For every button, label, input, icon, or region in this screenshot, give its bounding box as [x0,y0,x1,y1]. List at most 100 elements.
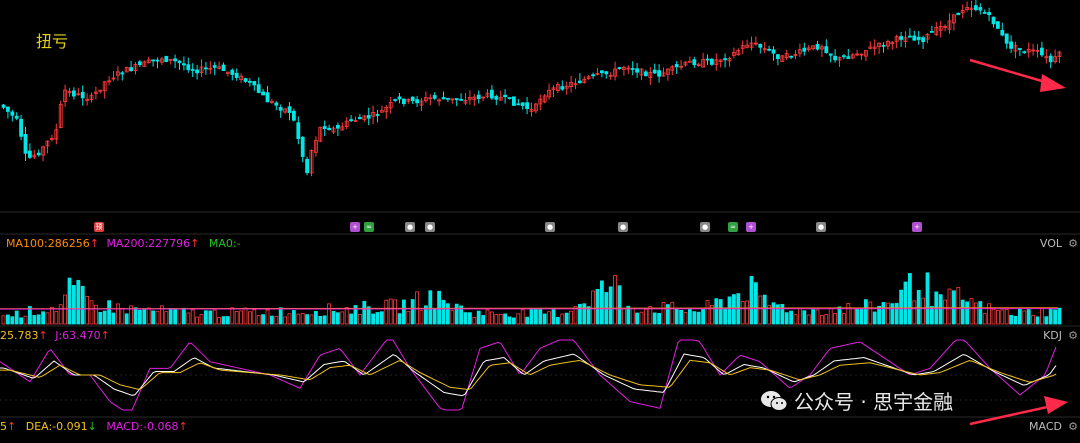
candle-body [824,46,829,54]
volume-bar [239,310,244,325]
volume-bar [982,313,987,325]
event-badge[interactable]: + [746,222,756,232]
candle-body [159,58,164,63]
event-badge[interactable]: ● [425,222,435,232]
candle-body [930,31,934,33]
kdj-gear-icon[interactable]: ⚙ [1068,329,1078,342]
event-badge[interactable]: ● [545,222,555,232]
candle-body [903,37,908,42]
candle-body [120,72,125,75]
event-badge[interactable]: ● [618,222,628,232]
volume-bars [1,272,1062,325]
candle-body [406,99,411,102]
event-badge[interactable]: + [350,222,360,232]
volume-bar [771,302,776,325]
candle-body [190,69,195,71]
volume-bar [366,306,371,325]
candle-body [27,150,32,158]
candle-body [23,134,28,154]
candle-body [626,67,631,70]
candle-body [107,80,111,83]
macd-gear-icon[interactable]: ⚙ [1068,420,1078,433]
watermark: 公众号 · 思宇金融 [760,386,953,415]
candle-body [327,127,332,131]
candle-body [846,56,851,59]
candle-body [1,104,6,108]
candle-body [305,158,310,174]
candle-body [129,67,134,72]
volume-bar [666,304,670,325]
volume-bar [674,309,679,325]
candle-body [331,127,336,133]
macd-value: MACD:-0.068 [106,420,179,433]
candle-body [1040,47,1044,56]
candle-body [410,96,415,102]
candle-body [899,36,903,40]
event-badge[interactable]: ● [405,222,415,232]
candle-body [925,33,930,40]
volume-bar [635,312,639,325]
candle-body [569,81,573,87]
candle-body [789,55,793,58]
event-badge[interactable]: ∞ [364,222,374,232]
candle-body [309,150,314,174]
candle-body [872,46,877,49]
candle-body [239,75,244,80]
candle-body [723,58,727,61]
volume-bar [622,307,626,325]
volume-bar [600,280,604,325]
candle-body [353,120,358,122]
volume-bar [613,275,617,325]
candle-body [842,55,846,58]
kdj-legend: 25.783↑ J:63.470↑ [0,329,110,342]
volume-bar [534,308,538,325]
volume-bar [331,310,336,325]
candle-body [679,65,683,68]
event-badge[interactable]: ● [700,222,710,232]
event-badge[interactable]: + [912,222,922,232]
candle-body [859,53,864,56]
volume-bar [767,305,771,325]
volume-bar [190,309,195,325]
candle-body [335,124,340,129]
candle-body [195,69,200,74]
chart-grid [0,211,1080,418]
volume-bar [802,310,807,325]
candle-body [247,80,252,83]
candle-body [375,114,380,116]
volume-bar [626,305,631,325]
candle-body [50,138,54,140]
candle-body [991,16,996,25]
candle-body [908,35,912,38]
vol-gear-icon[interactable]: ⚙ [1068,237,1078,250]
event-badge[interactable]: ● [816,222,826,232]
candle-body [212,65,217,68]
candle-body [798,49,802,54]
candle-body [670,66,675,71]
candle-body [644,71,648,77]
candle-body [208,67,213,70]
event-badge[interactable]: ∞ [728,222,738,232]
volume-bar [384,299,389,325]
volume-bar [569,310,573,325]
volume-bar [1035,316,1040,325]
volume-bar [327,303,332,325]
volume-bar [168,307,173,325]
candle-body [600,70,604,74]
candle-body [1048,55,1053,63]
candle-body [168,58,173,61]
candle-body [916,36,921,40]
volume-bar [960,299,965,325]
volume-bar [305,314,310,325]
candle-body [648,72,653,78]
candle-body [811,45,815,50]
candle-body [868,46,873,49]
candle-body [674,64,679,68]
candle-body [124,67,129,73]
event-badge[interactable]: 预 [94,222,104,232]
candle-body [525,102,529,110]
volume-bar [203,310,208,325]
candle-body [287,106,292,113]
volume-bar [877,305,881,325]
